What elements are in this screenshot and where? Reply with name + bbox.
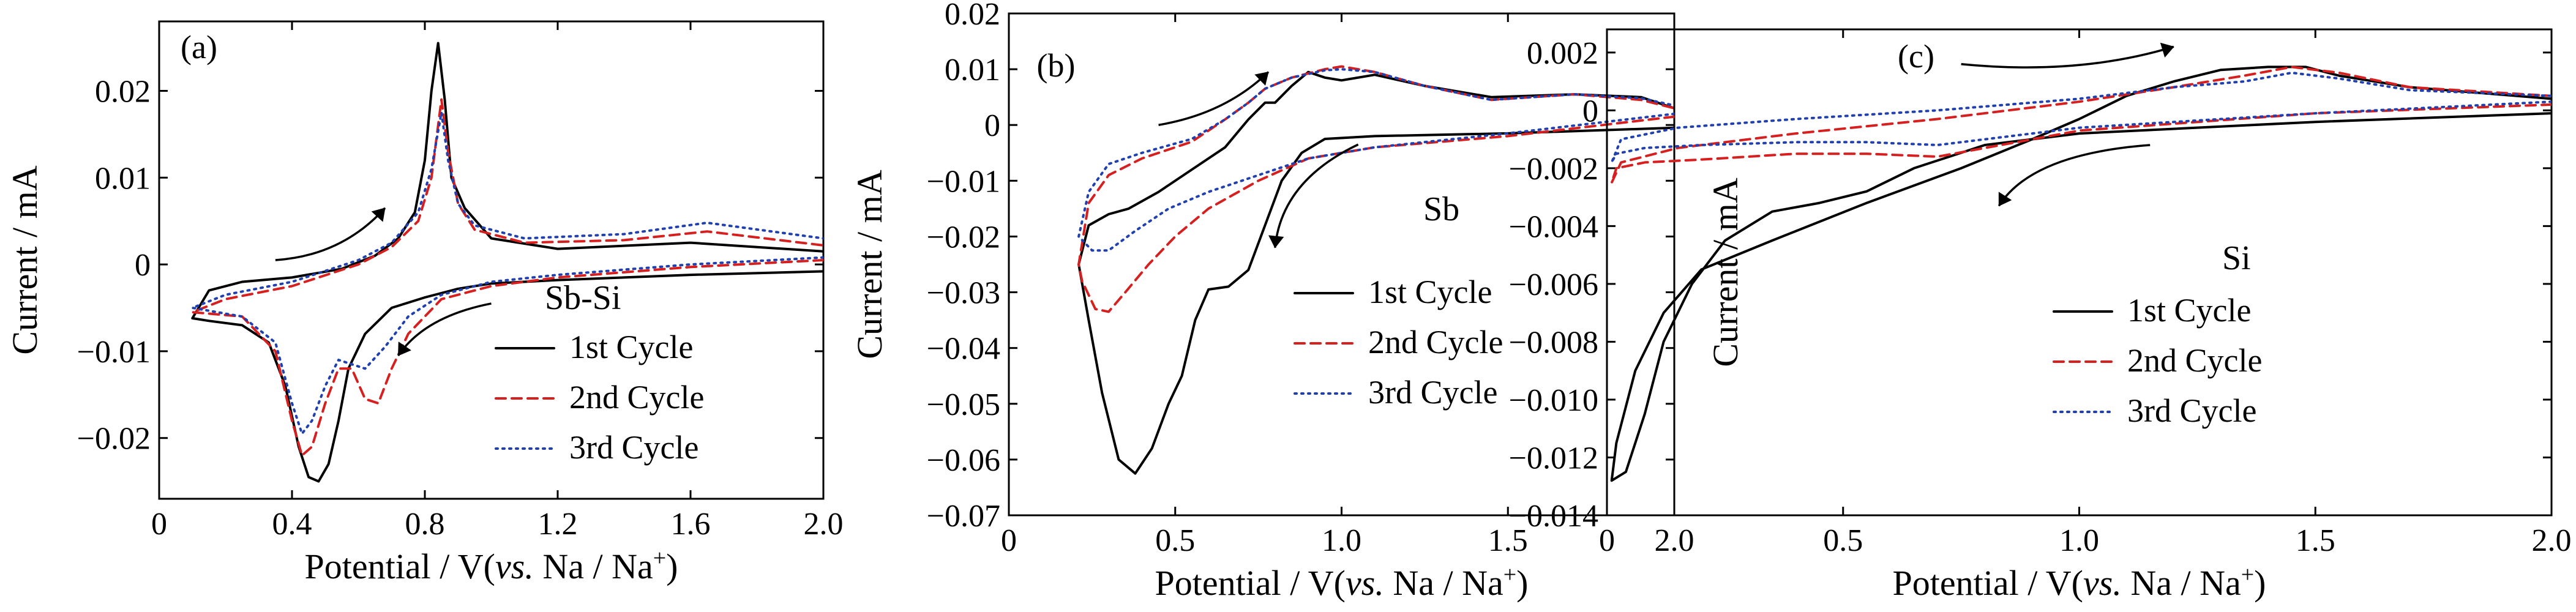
panel-c: 0 0.5 1.0 1.5 2.0 −0.014 −0.012 −0.010 −0.008 −0.… xyxy=(1509,28,2572,603)
plot-frame xyxy=(1008,12,1676,517)
arrow-head xyxy=(1268,235,1284,248)
y-tick-label: −0.07 xyxy=(927,499,1000,534)
panel-b: 0 0.5 1.0 1.5 2.0 −0.07 −0.06 −0.05 −0.04 −0.03 −0… xyxy=(850,0,1694,603)
y-tick-label: −0.012 xyxy=(1509,441,1598,476)
y-tick-label: −0.05 xyxy=(927,387,1000,422)
x-tick-label: 1.2 xyxy=(538,507,578,542)
y-tick-label: 0 xyxy=(1582,94,1598,129)
y-tick-label: 0.002 xyxy=(1527,36,1598,71)
x-tick-label: 0.5 xyxy=(1155,523,1195,558)
panel-tag: (a) xyxy=(181,29,217,65)
legend-label: 2nd Cycle xyxy=(2127,342,2262,379)
series-line-2 xyxy=(1077,65,1674,313)
panel-tag: (b) xyxy=(1037,47,1076,84)
series-line-3 xyxy=(1077,68,1674,252)
series-line-3 xyxy=(191,111,823,435)
x-tick-label: 0 xyxy=(151,507,167,542)
x-tick-label: 0.8 xyxy=(405,507,445,542)
legend-label: 1st Cycle xyxy=(2127,292,2251,329)
scan-direction-arrow xyxy=(1158,71,1270,126)
panel-tag: (c) xyxy=(1898,38,1934,75)
x-axis-label: Potential / V(vs. Na / Na+) xyxy=(1893,562,2266,603)
y-axis-label: Current / mA xyxy=(1705,177,1745,367)
y-tick-label: −0.01 xyxy=(927,164,1000,199)
y-tick-label: −0.002 xyxy=(1509,152,1598,187)
x-tick-label: 2.0 xyxy=(804,507,844,542)
legend-label: 3rd Cycle xyxy=(1368,374,1497,411)
legend-label: 3rd Cycle xyxy=(569,429,698,466)
y-tick-label: −0.04 xyxy=(927,332,1000,367)
x-tick-label: 0.5 xyxy=(1823,523,1863,558)
arrow-head xyxy=(371,207,386,222)
series-line-2 xyxy=(1610,65,2552,184)
y-tick-label: −0.006 xyxy=(1509,267,1598,302)
x-tick-label: 0 xyxy=(1001,523,1017,558)
y-tick-label: −0.010 xyxy=(1509,383,1598,418)
y-axis-label: Current / mA xyxy=(850,170,889,359)
y-tick-label: −0.06 xyxy=(927,443,1000,478)
legend-label: 2nd Cycle xyxy=(569,379,704,416)
x-tick-label: 0.4 xyxy=(272,507,312,542)
legend-label: 1st Cycle xyxy=(569,329,693,365)
legend-label: 1st Cycle xyxy=(1368,274,1492,310)
plot-frame xyxy=(158,20,825,500)
y-tick-label: 0.02 xyxy=(945,0,1000,32)
sample-label: Sb-Si xyxy=(545,279,621,317)
scan-direction-arrow xyxy=(397,302,492,356)
x-axis-label: Potential / V(vs. Na / Na+) xyxy=(1155,562,1529,603)
x-tick-label: 1.0 xyxy=(2059,523,2099,558)
y-tick-label: −0.03 xyxy=(927,276,1000,311)
y-tick-label: −0.01 xyxy=(77,335,151,370)
series-line-1 xyxy=(1610,65,2552,482)
x-tick-label: 2.0 xyxy=(1655,523,1694,558)
series-line-1 xyxy=(191,42,823,483)
x-tick-label: 1.5 xyxy=(1488,523,1528,558)
scan-direction-arrow xyxy=(1998,144,2151,207)
y-tick-label: −0.02 xyxy=(77,422,151,457)
sample-label: Si xyxy=(2222,239,2251,277)
scan-direction-arrow xyxy=(1274,143,1359,248)
arrow-head xyxy=(1998,192,2012,207)
y-tick-label: −0.004 xyxy=(1509,209,1598,244)
x-tick-label: 1.6 xyxy=(671,507,711,542)
y-axis-label: Current / mA xyxy=(5,165,45,354)
series-line-1 xyxy=(1077,70,1674,475)
y-tick-label: 0 xyxy=(984,108,1000,143)
x-tick-label: 2.0 xyxy=(2532,523,2572,558)
arrow-head xyxy=(398,341,411,356)
sample-label: Sb xyxy=(1423,190,1459,228)
y-tick-label: −0.02 xyxy=(927,220,1000,255)
y-tick-label: −0.008 xyxy=(1509,325,1598,360)
y-tick-label: −0.014 xyxy=(1509,499,1598,534)
y-tick-label: 0 xyxy=(135,248,151,283)
legend-label: 2nd Cycle xyxy=(1368,324,1503,360)
scan-direction-arrow xyxy=(1961,45,2174,69)
panel-a: 0 0.4 0.8 1.2 1.6 2.0 −0.02 −0.01 0 0.01 0.02 Poten… xyxy=(5,20,844,586)
y-tick-label: 0.01 xyxy=(95,161,151,196)
legend-label: 3rd Cycle xyxy=(2127,392,2256,429)
scan-direction-arrow xyxy=(275,207,386,261)
y-tick-label: 0.02 xyxy=(95,74,151,109)
x-tick-label: 1.5 xyxy=(2296,523,2335,558)
x-tick-label: 0 xyxy=(1599,523,1615,558)
x-tick-label: 1.0 xyxy=(1322,523,1361,558)
series-line-3 xyxy=(1610,71,2552,164)
x-axis-label: Potential / V(vs. Na / Na+) xyxy=(305,545,678,586)
y-tick-label: 0.01 xyxy=(945,53,1000,88)
arrow-head xyxy=(1254,72,1269,86)
arrow-head xyxy=(2160,42,2174,58)
